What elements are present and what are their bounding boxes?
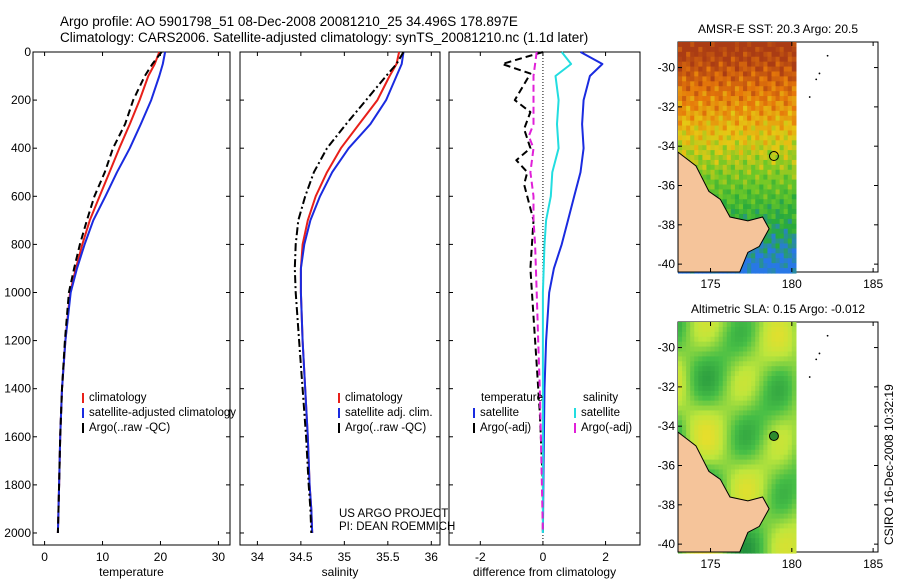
x-tick-label: 10	[96, 550, 110, 564]
plot-frame	[32, 51, 231, 546]
lat-tick-label: -40	[658, 537, 676, 551]
figure-title-line2: Climatology: CARS2006. Satellite-adjuste…	[60, 30, 588, 45]
y-tick-label: 1400	[4, 382, 31, 396]
x-tick-label: 35.5	[376, 550, 400, 564]
temperature-panel: 0 200 400 600 800 1000 1200 1400 1600 1800 2000 0 10…	[4, 45, 236, 579]
legend-entry: Argo(-adj)	[581, 422, 632, 434]
series-line	[541, 51, 573, 533]
lon-tick-label: 180	[782, 557, 802, 571]
lat-tick-label: -30	[658, 341, 676, 355]
island-marker	[815, 78, 818, 81]
y-tick-label: 1000	[4, 285, 31, 299]
lat-tick-label: -40	[658, 257, 676, 271]
legend-entry: Argo(-adj)	[480, 422, 531, 434]
credit-line1: US ARGO PROJECT	[339, 508, 448, 520]
x-axis-label: difference from climatology	[473, 565, 616, 579]
legend-entry: satellite	[581, 407, 620, 419]
island-marker	[818, 352, 821, 355]
x-tick-label: 35	[338, 550, 352, 564]
legend-entry: satellite-adjusted climatology	[89, 407, 236, 419]
series-line	[293, 51, 405, 534]
salinity-panel: 34 34.5 35 35.5 36 salinity climatology satelli…	[239, 51, 441, 579]
y-tick-label: 1800	[4, 478, 31, 492]
x-axis-label: salinity	[322, 565, 359, 579]
legend-entry: satellite	[480, 407, 519, 419]
series-line	[501, 51, 544, 533]
map-title: AMSR-E SST: 20.3 Argo: 20.5	[698, 22, 858, 36]
lat-tick-label: -32	[658, 100, 676, 114]
x-tick-label: 36	[425, 550, 439, 564]
sla-map-panel: Altimetric SLA: 0.15 Argo: -0.012 -30 -32 -…	[658, 302, 884, 571]
x-tick-label: 34.5	[289, 550, 313, 564]
y-tick-label: 800	[11, 237, 31, 251]
lat-tick-label: -34	[658, 139, 676, 153]
lat-tick-label: -36	[658, 179, 676, 193]
legend-entry: Argo(..raw -QC)	[89, 422, 170, 434]
lon-tick-label: 185	[863, 277, 883, 291]
map-title: Altimetric SLA: 0.15 Argo: -0.012	[691, 302, 865, 316]
series-line	[541, 51, 604, 534]
legend-title: temperature	[481, 392, 543, 404]
x-tick-label: 30	[212, 550, 226, 564]
float-position-marker	[768, 431, 779, 442]
y-tick-label: 1200	[4, 334, 31, 348]
sst-map-panel: AMSR-E SST: 20.3 Argo: 20.5 -30 -32 -34 -36 -…	[658, 22, 884, 291]
legend-title: salinity	[583, 392, 618, 404]
lat-tick-label: -36	[658, 459, 676, 473]
legend-entry: satellite adj. clim.	[345, 407, 433, 419]
side-timestamp: CSIRO 16-Dec-2008 10:32:19	[882, 384, 896, 545]
y-tick-label: 600	[11, 189, 31, 203]
lat-tick-label: -38	[658, 218, 676, 232]
figure-title-line1: Argo profile: AO 5901798_51 08-Dec-2008 …	[60, 14, 518, 29]
lat-tick-label: -30	[658, 61, 676, 75]
x-tick-label: -2	[475, 550, 486, 564]
credit-line2: PI: DEAN ROEMMICH	[339, 521, 455, 533]
island-marker	[808, 376, 811, 378]
y-tick-label: 400	[11, 141, 31, 155]
x-tick-label: 0	[540, 550, 547, 564]
legend-entry: climatology	[345, 392, 403, 404]
land-mass	[677, 431, 770, 553]
island-marker	[815, 358, 818, 361]
x-tick-label: 2	[602, 550, 609, 564]
lon-tick-label: 180	[782, 277, 802, 291]
series-line	[56, 51, 163, 534]
x-tick-label: 0	[41, 550, 48, 564]
lon-tick-label: 175	[701, 557, 721, 571]
series-line	[299, 51, 405, 534]
map-raster	[678, 42, 797, 274]
plot-frame	[239, 51, 441, 546]
lon-tick-label: 185	[863, 557, 883, 571]
lat-tick-label: -38	[658, 498, 676, 512]
legend-entry: climatology	[89, 392, 147, 404]
y-tick-label: 200	[11, 93, 31, 107]
y-tick-label: 1600	[4, 430, 31, 444]
lon-tick-label: 175	[701, 277, 721, 291]
island-marker	[826, 334, 829, 337]
x-axis-label: temperature	[99, 565, 164, 579]
land-mass	[677, 151, 770, 273]
y-tick-label: 2000	[4, 526, 31, 540]
series-line	[527, 51, 544, 534]
lat-tick-label: -34	[658, 419, 676, 433]
float-position-marker	[768, 151, 779, 162]
y-tick-label: 0	[24, 45, 31, 59]
x-tick-label: 34	[251, 550, 265, 564]
lat-tick-label: -32	[658, 380, 676, 394]
island-marker	[826, 54, 829, 57]
island-marker	[808, 96, 811, 98]
island-marker	[818, 72, 821, 75]
legend-entry: Argo(..raw -QC)	[345, 422, 426, 434]
x-tick-label: 20	[154, 550, 168, 564]
